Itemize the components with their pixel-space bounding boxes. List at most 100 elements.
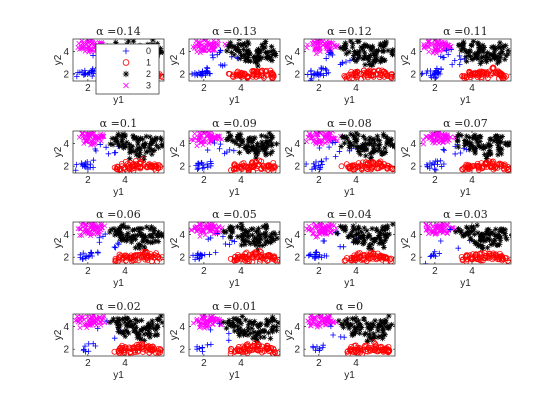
series-2-points (220, 222, 280, 253)
x-tick-label: 2 (201, 358, 207, 369)
series-0-points (193, 140, 237, 172)
axes-box (72, 130, 165, 174)
series-3-points (190, 314, 225, 331)
x-axis-label: y1 (229, 95, 240, 106)
y-tick-label: 4 (179, 139, 185, 150)
series-1-points (225, 67, 277, 81)
series-0-points (424, 141, 470, 173)
subplot-title: α =0.12 (327, 25, 372, 38)
series-0-points (189, 47, 241, 79)
x-axis-label: y1 (229, 187, 240, 198)
subplot-title: α =0.01 (212, 300, 257, 313)
axes-box (303, 38, 396, 82)
y-axis-label: y2 (400, 237, 411, 248)
series-1-points (458, 250, 511, 264)
y-axis-label: y2 (284, 329, 295, 340)
y-axis-label: y2 (284, 54, 295, 65)
x-tick-label: 2 (316, 83, 322, 94)
y-tick-label: 2 (179, 253, 185, 264)
y-axis-label: y2 (400, 146, 411, 157)
series-1-points (341, 67, 395, 81)
series-1-points (459, 64, 510, 81)
subplot-title: α =0.08 (327, 117, 372, 130)
x-tick-label: 2 (201, 175, 207, 186)
y-tick-label: 4 (410, 47, 416, 58)
scatter-points (189, 222, 280, 264)
legend-label: 1 (146, 58, 151, 68)
subplot-title: α =0.13 (212, 25, 257, 38)
x-tick-label: 2 (316, 358, 322, 369)
legend-label: 3 (146, 81, 151, 91)
x-tick-label: 2 (432, 83, 438, 94)
series-2-points (224, 39, 279, 69)
series-2-points (224, 131, 280, 161)
y-tick-label: 4 (63, 322, 69, 333)
legend-entry-3: 3 (123, 81, 151, 91)
x-tick-label: 2 (85, 83, 91, 94)
x-tick-label: 4 (238, 83, 244, 94)
series-1-points (112, 248, 164, 264)
y-tick-label: 4 (294, 322, 300, 333)
x-axis-label: y1 (460, 278, 471, 289)
scatter-points (73, 131, 164, 173)
x-tick-label: 4 (353, 175, 359, 186)
scatter-points (422, 222, 511, 264)
y-tick-label: 2 (294, 345, 300, 356)
y-tick-label: 2 (179, 345, 185, 356)
y-axis-label: y2 (169, 329, 180, 340)
series-1-points (341, 249, 395, 264)
series-3-points (190, 39, 229, 56)
axes-box (188, 38, 281, 82)
y-tick-label: 2 (63, 70, 69, 81)
scatter-points (190, 314, 280, 356)
x-tick-label: 4 (353, 83, 359, 94)
series-0-points (310, 323, 347, 354)
axes-box (303, 130, 396, 174)
series-2-points (107, 314, 164, 344)
y-tick-label: 2 (294, 253, 300, 264)
y-axis-label: y2 (169, 54, 180, 65)
series-2-points (454, 131, 511, 162)
x-axis-label: y1 (344, 95, 355, 106)
y-axis-label: y2 (53, 146, 64, 157)
x-tick-label: 2 (201, 266, 207, 277)
scatter-points (420, 131, 511, 173)
y-tick-label: 4 (294, 230, 300, 241)
series-3-points (304, 131, 344, 147)
series-3-points (76, 131, 107, 148)
x-tick-label: 4 (469, 175, 475, 186)
x-tick-label: 4 (122, 266, 128, 277)
series-3-points (420, 131, 459, 147)
y-axis-label: y2 (53, 329, 64, 340)
axes-box (72, 313, 165, 357)
y-axis-label: y2 (284, 146, 295, 157)
y-tick-label: 2 (410, 253, 416, 264)
y-axis-label: y2 (53, 54, 64, 65)
y-tick-label: 2 (294, 70, 300, 81)
x-tick-label: 4 (238, 175, 244, 186)
subplot-title: α =0.1 (100, 117, 138, 130)
series-2-points (107, 222, 164, 253)
series-2-points (220, 314, 280, 345)
x-axis-label: y1 (344, 278, 355, 289)
y-tick-label: 2 (179, 70, 185, 81)
scatter-points (420, 39, 511, 81)
x-tick-label: 4 (353, 358, 359, 369)
series-1-points (228, 157, 279, 173)
axes-box (303, 221, 396, 265)
y-tick-label: 4 (63, 230, 69, 241)
y-tick-label: 2 (63, 345, 69, 356)
y-tick-label: 2 (410, 70, 416, 81)
x-tick-label: 2 (85, 358, 91, 369)
x-axis-label: y1 (344, 370, 355, 381)
x-tick-label: 4 (122, 358, 128, 369)
x-tick-label: 2 (316, 266, 322, 277)
